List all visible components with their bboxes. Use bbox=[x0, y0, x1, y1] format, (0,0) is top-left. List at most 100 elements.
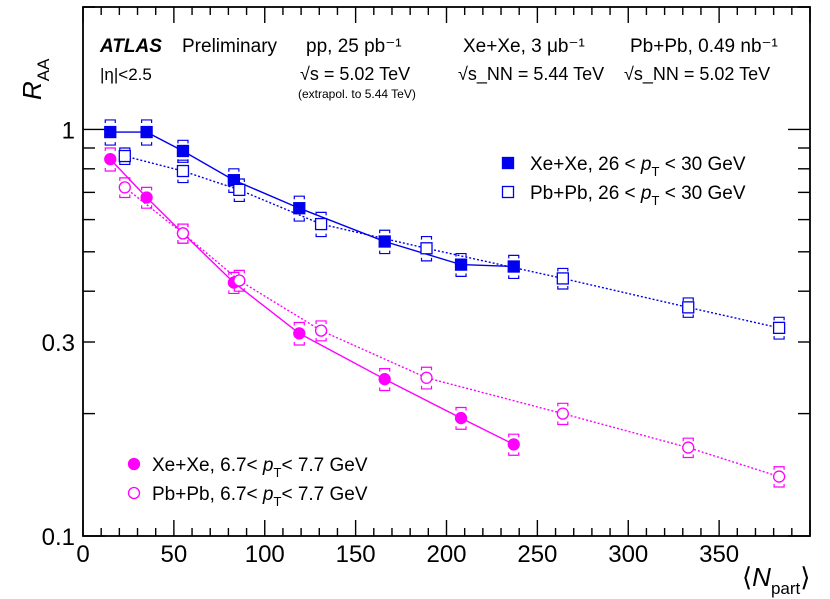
x-tick-label: 350 bbox=[699, 541, 739, 568]
sys-error-bracket-top bbox=[557, 267, 569, 272]
legend-marker bbox=[501, 156, 515, 170]
sys-error-bracket-top bbox=[293, 321, 305, 326]
y-tick-label: 1 bbox=[62, 117, 75, 144]
sys-error-bracket-bottom bbox=[104, 142, 116, 146]
data-point bbox=[118, 149, 131, 163]
legend-label: Pb+Pb, 6.7< pT< 7.7 GeV bbox=[152, 484, 368, 509]
sys-error-bracket-top bbox=[233, 269, 245, 274]
series-line bbox=[124, 155, 780, 329]
sys-error-bracket-top bbox=[233, 178, 245, 183]
data-point bbox=[454, 411, 468, 425]
sys-error-bracket-top bbox=[104, 147, 116, 152]
sys-error-bracket-top bbox=[315, 320, 327, 324]
sys-error-bracket-top bbox=[293, 195, 305, 200]
x-tick-label: 100 bbox=[245, 541, 285, 568]
sys-error-bracket-bottom bbox=[233, 288, 245, 292]
sys-error-bracket-top bbox=[420, 235, 433, 240]
x-tick-label: 150 bbox=[336, 541, 376, 568]
series-line bbox=[109, 158, 515, 446]
legend-label: Xe+Xe, 26 < pT < 30 GeV bbox=[530, 154, 746, 179]
sys-error-bracket-bottom bbox=[557, 421, 569, 426]
legend-label: Xe+Xe, 6.7< pT< 7.7 GeV bbox=[152, 455, 368, 480]
x-tick-label: 250 bbox=[517, 541, 557, 568]
sys-error-bracket-bottom bbox=[177, 179, 189, 184]
data-point bbox=[682, 441, 695, 454]
sys-error-bracket-top bbox=[141, 119, 153, 123]
sys-error-bracket-top bbox=[228, 168, 240, 172]
series-1 bbox=[118, 147, 786, 340]
sys-error-bracket-top bbox=[177, 159, 189, 164]
sys-error-bracket-top bbox=[177, 139, 189, 144]
preliminary-label: Preliminary bbox=[182, 36, 278, 57]
data-point bbox=[378, 235, 391, 248]
sys-error-bracket-top bbox=[773, 466, 785, 470]
sys-error-bracket-bottom bbox=[508, 452, 520, 456]
sys-error-bracket-bottom bbox=[119, 161, 131, 166]
x-tick-label: 0 bbox=[76, 541, 89, 568]
sys-error-bracket-bottom bbox=[682, 454, 694, 459]
series-0 bbox=[104, 119, 520, 280]
legend-marker bbox=[501, 185, 515, 199]
sys-error-bracket-bottom bbox=[315, 337, 327, 342]
sys-error-bracket-bottom bbox=[141, 142, 153, 146]
sys-error-bracket-bottom bbox=[141, 205, 153, 209]
data-point bbox=[233, 183, 246, 197]
sys-error-bracket-top bbox=[455, 406, 467, 411]
sys-error-bracket-bottom bbox=[293, 341, 305, 346]
data-point bbox=[140, 125, 153, 139]
data-point bbox=[140, 191, 153, 204]
data-point bbox=[556, 407, 569, 420]
sys-error-bracket-bottom bbox=[420, 385, 433, 390]
pbpb-lumi-label: Pb+Pb, 0.49 nb⁻¹ bbox=[630, 36, 778, 57]
sys-error-bracket-top bbox=[508, 254, 520, 259]
data-point bbox=[378, 373, 391, 386]
series-layer bbox=[104, 119, 786, 488]
series-line bbox=[110, 131, 514, 268]
series-line bbox=[124, 186, 780, 478]
sys-error-bracket-bottom bbox=[455, 426, 467, 430]
sys-error-bracket-top bbox=[379, 229, 391, 234]
sys-error-bracket-bottom bbox=[379, 250, 391, 255]
sys-error-bracket-top bbox=[315, 211, 327, 216]
sys-error-bracket-top bbox=[773, 316, 785, 321]
series-3 bbox=[118, 177, 786, 488]
sys-error-bracket-top bbox=[119, 177, 131, 181]
sys-error-bracket-bottom bbox=[557, 286, 569, 290]
sys-error-bracket-top bbox=[141, 186, 153, 191]
sys-error-bracket-bottom bbox=[228, 290, 240, 295]
sys-error-bracket-top bbox=[104, 119, 116, 123]
sys-error-bracket-top bbox=[508, 433, 520, 438]
sys-error-bracket-top bbox=[455, 252, 467, 257]
data-point bbox=[293, 202, 306, 215]
x-tick-label: 50 bbox=[161, 541, 188, 568]
sys-error-bracket-bottom bbox=[455, 273, 467, 277]
sys-error-bracket-bottom bbox=[508, 275, 520, 280]
sys-error-bracket-bottom bbox=[293, 218, 305, 222]
axis-ticks: 0 50 100 150 200 250 300 350 0.1 0.3 1 bbox=[42, 6, 811, 568]
sys-error-bracket-bottom bbox=[315, 233, 327, 238]
data-point bbox=[293, 327, 306, 340]
data-point bbox=[772, 470, 786, 483]
series-2 bbox=[104, 147, 520, 456]
y-tick-label: 0.3 bbox=[42, 330, 75, 357]
sys-error-bracket-top bbox=[420, 366, 433, 371]
data-point bbox=[233, 274, 246, 287]
sys-error-bracket-top bbox=[682, 297, 694, 301]
x-tick-label: 200 bbox=[426, 541, 466, 568]
sys-error-bracket-bottom bbox=[119, 194, 131, 199]
data-point bbox=[118, 181, 131, 194]
sys-error-bracket-bottom bbox=[773, 336, 785, 340]
pp-energy-label: √s = 5.02 TeV bbox=[300, 64, 410, 84]
sys-error-bracket-bottom bbox=[104, 168, 116, 172]
data-point bbox=[507, 438, 520, 451]
x-tick-label: 300 bbox=[608, 541, 648, 568]
sys-error-bracket-bottom bbox=[773, 483, 785, 488]
data-point bbox=[314, 217, 328, 231]
data-point bbox=[772, 321, 786, 335]
sys-error-bracket-top bbox=[379, 368, 391, 372]
xexe-energy-label: √s_NN = 5.44 TeV bbox=[458, 64, 604, 85]
sys-error-bracket-top bbox=[557, 402, 569, 407]
sys-error-bracket-top bbox=[119, 147, 131, 152]
data-point bbox=[104, 125, 117, 139]
data-point bbox=[556, 272, 569, 285]
